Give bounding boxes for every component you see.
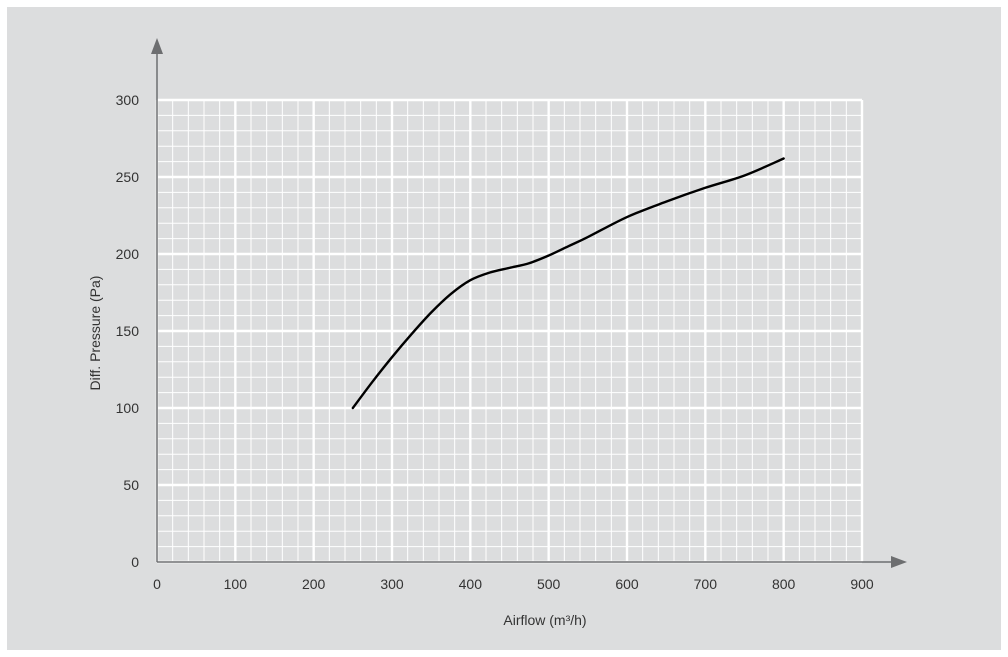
x-tick-label: 700 — [694, 576, 718, 592]
x-tick-label: 900 — [850, 576, 874, 592]
grid — [155, 98, 864, 564]
y-axis-title: Diff. Pressure (Pa) — [87, 276, 103, 391]
series — [351, 157, 785, 410]
y-tick-label: 300 — [116, 92, 140, 108]
x-tick-label: 800 — [772, 576, 796, 592]
y-tick-label: 100 — [116, 400, 140, 416]
y-tick-label: 250 — [116, 169, 140, 185]
x-tick-label: 600 — [615, 576, 639, 592]
x-tick-label: 0 — [153, 576, 161, 592]
y-axis-arrow — [151, 38, 163, 54]
x-tick-label: 300 — [380, 576, 404, 592]
x-tick-label: 400 — [459, 576, 483, 592]
y-tick-label: 50 — [123, 477, 139, 493]
x-axis-arrow — [891, 556, 907, 568]
tick-labels: 0 100 200 300 400 500 600 700 800 900 0 50 100 150 200… — [116, 92, 874, 592]
x-axis-title: Airflow (m³/h) — [503, 612, 586, 628]
y-tick-label: 150 — [116, 323, 140, 339]
series-line — [351, 157, 785, 410]
x-tick-label: 100 — [224, 576, 248, 592]
axes — [151, 38, 907, 568]
x-tick-label: 200 — [302, 576, 326, 592]
y-tick-label: 0 — [131, 554, 139, 570]
y-tick-label: 200 — [116, 246, 140, 262]
x-tick-label: 500 — [537, 576, 561, 592]
